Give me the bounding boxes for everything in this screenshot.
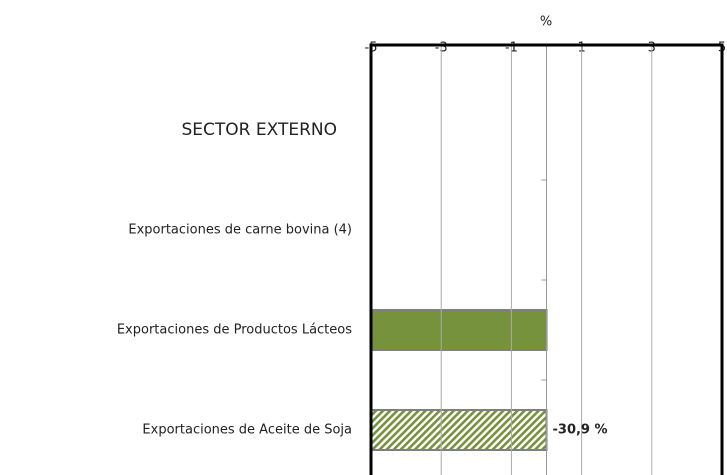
data-label: -30,9 %: [553, 423, 608, 438]
bar: [371, 309, 548, 351]
y-tick-label: Exportaciones de carne bovina (4): [128, 223, 352, 238]
section-header: SECTOR EXTERNO: [181, 120, 337, 140]
y-tick-label: Exportaciones de Productos Lácteos: [117, 323, 352, 338]
y-tick-label: Exportaciones de Aceite de Soja: [142, 423, 352, 438]
plot-border: [369, 43, 724, 475]
x-axis-label: %: [540, 15, 552, 30]
